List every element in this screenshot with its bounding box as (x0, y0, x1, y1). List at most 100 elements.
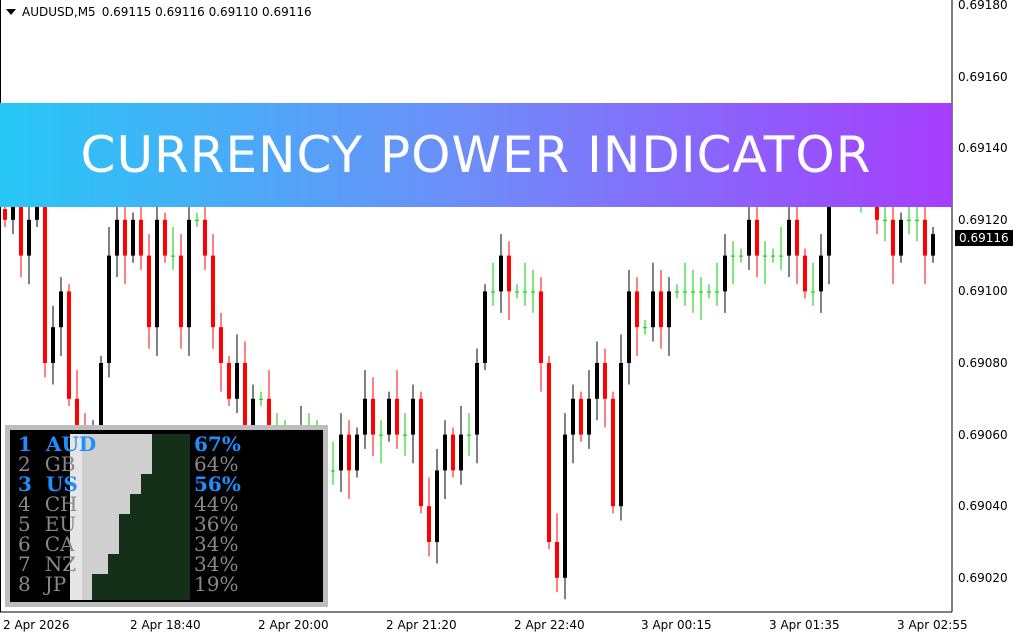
candle-body (51, 327, 55, 363)
candle-body (187, 219, 191, 328)
time-label: 2 Apr 22:40 (514, 618, 585, 632)
rank: 7 (18, 552, 31, 576)
candle-body (803, 255, 807, 292)
candle-body (779, 255, 783, 257)
rank: 6 (18, 532, 31, 556)
time-label: 2 Apr 18:40 (130, 618, 201, 632)
candle-body (659, 291, 663, 328)
candle-body (267, 398, 271, 435)
strength-percent: 64% (194, 452, 239, 476)
candle-body (555, 542, 559, 578)
candle-body (811, 291, 815, 293)
rank: 4 (18, 492, 31, 516)
rank: 5 (18, 512, 31, 536)
candle-body (795, 219, 799, 256)
candle-body (379, 434, 383, 436)
candle-body (667, 291, 671, 328)
candle-body (115, 219, 119, 256)
candle-body (771, 255, 775, 257)
price-label: 0.69140 (958, 141, 1008, 156)
currency-row: 8 JP (18, 574, 66, 594)
candle-body (587, 398, 591, 435)
strength-percent: 56% (194, 472, 241, 496)
candle-body (155, 219, 159, 328)
candle-body (363, 398, 367, 435)
price-label: 0.69100 (958, 284, 1008, 299)
candle-body (251, 398, 255, 435)
candle-body (435, 470, 439, 542)
candle-body (147, 255, 151, 328)
candle-body (787, 219, 791, 256)
price-label: 0.69040 (958, 499, 1008, 514)
candle-body (675, 291, 679, 293)
candle-body (499, 255, 503, 292)
currency-code: EU (44, 512, 77, 536)
currency-row: 2 GB (18, 454, 75, 474)
currency-row: 7 NZ (18, 554, 76, 574)
banner-title: CURRENCY POWER INDICATOR (0, 103, 952, 207)
candle-body (827, 184, 831, 256)
candle-body (707, 291, 711, 293)
strength-percent: 44% (194, 492, 239, 516)
candle-body (611, 398, 615, 507)
candle-body (547, 363, 551, 542)
strength-percent: 34% (194, 552, 239, 576)
candle-body (483, 291, 487, 363)
candle-body (507, 255, 511, 292)
candle-body (651, 291, 655, 328)
candle-body (459, 434, 463, 471)
candle-body (579, 398, 583, 435)
candle-body (619, 363, 623, 507)
ohlc-values: 0.69115 0.69116 0.69110 0.69116 (101, 5, 312, 19)
strength-percent: 36% (194, 512, 239, 536)
candle-body (419, 398, 423, 507)
candle-body (891, 219, 895, 256)
candle-body (163, 219, 167, 256)
price-label: 0.69020 (958, 570, 1008, 585)
time-label: 3 Apr 00:15 (641, 618, 712, 632)
candle-body (923, 219, 927, 256)
candle-body (211, 255, 215, 328)
candle-body (107, 255, 111, 363)
candle-body (43, 184, 47, 363)
time-label: 3 Apr 01:35 (769, 618, 840, 632)
candle-body (491, 291, 495, 293)
candle-body (259, 398, 263, 400)
candle-body (731, 255, 735, 257)
candle-body (755, 219, 759, 256)
currency-row: 1 AUD (18, 434, 96, 454)
candle-body (243, 363, 247, 435)
candle-body (371, 398, 375, 435)
candle-body (691, 291, 695, 293)
candle-body (131, 219, 135, 256)
candle-body (643, 327, 647, 329)
price-label: 0.69160 (958, 69, 1008, 84)
candle-body (899, 219, 903, 256)
candle-body (907, 219, 911, 221)
candle-body (139, 219, 143, 256)
rank: 1 (18, 432, 32, 456)
strength-percent: 19% (194, 572, 239, 596)
candle-body (411, 398, 415, 435)
candle-body (19, 184, 23, 256)
candle-body (627, 291, 631, 363)
dropdown-triangle-icon[interactable] (6, 9, 16, 15)
price-label: 0.69120 (958, 212, 1008, 227)
candle-body (515, 291, 519, 293)
candle-body (347, 434, 351, 471)
currency-code: CA (44, 532, 75, 556)
candle-body (683, 291, 687, 293)
time-label: 2 Apr 21:20 (386, 618, 457, 632)
candle-body (67, 291, 71, 399)
currency-row: 4 CH (18, 494, 77, 514)
candle-body (355, 434, 359, 471)
currency-code: AUD (45, 432, 97, 456)
candle-body (123, 219, 127, 256)
currency-code: GB (44, 452, 76, 476)
rank: 3 (18, 472, 32, 496)
candle-body (523, 291, 527, 293)
currency-row: 5 EU (18, 514, 76, 534)
candle-body (387, 398, 391, 435)
candle-body (931, 234, 935, 256)
candle-body (819, 255, 823, 292)
